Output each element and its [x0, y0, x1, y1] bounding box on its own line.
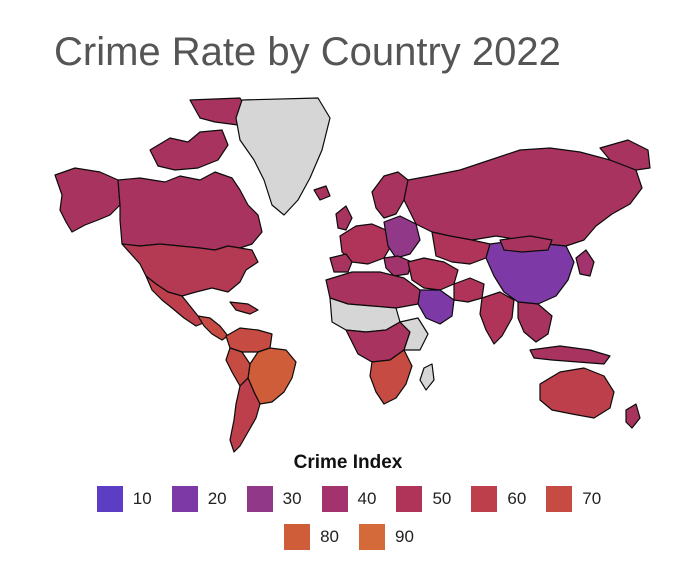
region-eastern-europe[interactable] — [383, 215, 421, 259]
region-canada-north[interactable] — [149, 129, 229, 171]
region-india[interactable] — [479, 291, 515, 345]
legend-item[interactable]: 70 — [546, 486, 601, 512]
region-uk[interactable] — [335, 205, 353, 231]
region-balkans[interactable] — [383, 255, 413, 277]
region-korea-japan[interactable] — [575, 249, 595, 277]
region-central-america[interactable] — [197, 315, 229, 341]
legend-swatch — [284, 524, 311, 550]
region-southern-africa[interactable] — [369, 349, 413, 405]
region-turkey-middle-east[interactable] — [407, 257, 459, 291]
legend-swatch — [246, 486, 273, 512]
legend-label: 50 — [432, 489, 452, 508]
region-new-zealand[interactable] — [625, 403, 641, 429]
legend-swatch — [359, 524, 385, 550]
region-iceland[interactable] — [313, 185, 331, 201]
region-caribbean[interactable] — [229, 301, 259, 315]
legend-swatch — [396, 486, 423, 512]
legend-label: 10 — [132, 489, 152, 508]
region-alaska[interactable] — [54, 167, 121, 233]
legend-label: 20 — [207, 489, 227, 508]
region-east-africa[interactable] — [399, 317, 429, 351]
legend-title: Crime Index — [293, 452, 403, 473]
legend-label: 70 — [582, 489, 602, 508]
legend-swatch — [96, 486, 123, 512]
region-iberia[interactable] — [329, 253, 353, 273]
legend-swatch — [171, 486, 198, 512]
legend-swatch — [546, 486, 573, 512]
region-iran[interactable] — [453, 277, 485, 303]
region-russia-far-east[interactable] — [599, 139, 651, 171]
legend: 10 20 30 40 50 60 70 80 — [64, 486, 634, 550]
legend-item[interactable]: 50 — [396, 486, 451, 512]
legend-item[interactable]: 30 — [246, 486, 302, 512]
legend-item[interactable]: 20 — [171, 486, 227, 512]
region-argentina-chile[interactable] — [229, 377, 261, 453]
legend-label: 30 — [282, 489, 302, 508]
region-canada[interactable] — [117, 171, 263, 251]
region-southeast-asia[interactable] — [517, 301, 553, 343]
region-arabia[interactable] — [417, 289, 455, 325]
region-greenland[interactable] — [235, 97, 331, 216]
legend-label: 90 — [395, 527, 414, 546]
legend-swatch — [321, 486, 348, 512]
region-indonesia[interactable] — [529, 345, 611, 365]
legend-item[interactable]: 80 — [284, 524, 339, 550]
legend-item[interactable]: 40 — [321, 486, 377, 512]
region-mongolia[interactable] — [499, 235, 553, 253]
legend-swatch — [471, 486, 498, 512]
legend-item[interactable]: 60 — [471, 486, 526, 512]
legend-label: 40 — [357, 489, 377, 508]
legend-label: 60 — [507, 489, 527, 508]
region-usa[interactable] — [121, 243, 259, 297]
legend-label: 80 — [320, 527, 339, 546]
legend-item[interactable]: 90 — [359, 524, 414, 550]
region-russia[interactable] — [403, 147, 643, 247]
legend-item[interactable]: 10 — [96, 486, 152, 512]
region-australia[interactable] — [539, 367, 615, 419]
region-madagascar[interactable] — [419, 363, 435, 391]
region-scandinavia[interactable] — [371, 171, 409, 219]
map-title: Crime Rate by Country 2022 — [54, 30, 561, 74]
